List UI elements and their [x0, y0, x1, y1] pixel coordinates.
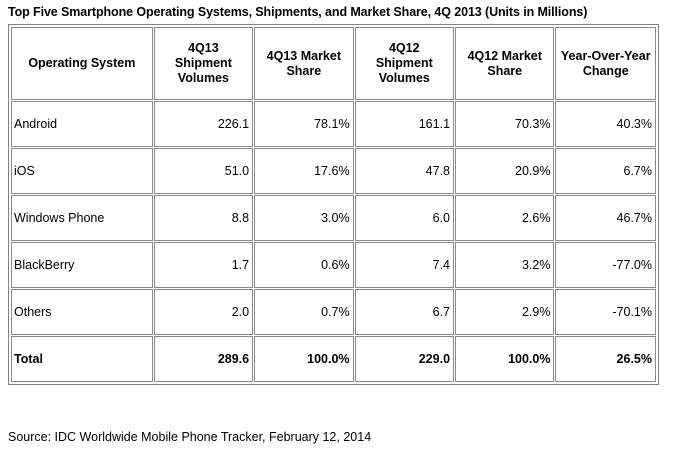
cell-4q12-shipment: 7.4 [354, 242, 455, 289]
header-4q13-market-share: 4Q13 Market Share [254, 27, 354, 101]
cell-operating-system: iOS [11, 148, 153, 195]
table-title: Top Five Smartphone Operating Systems, S… [8, 5, 588, 19]
header-4q13-shipment-volumes: 4Q13 Shipment Volumes [153, 27, 254, 101]
cell-total-yoy-change: 26.5% [555, 336, 656, 382]
cell-4q13-shipment: 2.0 [153, 289, 254, 335]
cell-total-4q13-shipment: 289.6 [153, 336, 254, 382]
table-row: Windows Phone 8.8 3.0% 6.0 2.6% 46.7% [11, 195, 656, 242]
table-row: Android 226.1 78.1% 161.1 70.3% 40.3% [11, 101, 656, 148]
table-header-row: Operating System 4Q13 Shipment Volumes 4… [11, 27, 656, 101]
cell-4q13-shipment: 8.8 [153, 195, 254, 242]
header-operating-system: Operating System [11, 27, 153, 101]
cell-operating-system: Android [11, 101, 153, 148]
cell-4q13-shipment: 51.0 [153, 148, 254, 195]
cell-4q13-shipment: 1.7 [153, 242, 254, 289]
cell-yoy-change: 40.3% [555, 101, 656, 148]
cell-4q12-share: 20.9% [455, 148, 555, 195]
cell-4q12-shipment: 6.7 [354, 289, 455, 335]
source-note: Source: IDC Worldwide Mobile Phone Track… [8, 430, 372, 444]
data-table-frame: Operating System 4Q13 Shipment Volumes 4… [8, 24, 659, 385]
cell-4q13-share: 0.6% [254, 242, 354, 289]
cell-4q12-shipment: 47.8 [354, 148, 455, 195]
table-row: iOS 51.0 17.6% 47.8 20.9% 6.7% [11, 148, 656, 195]
cell-operating-system: Windows Phone [11, 195, 153, 242]
cell-4q13-shipment: 226.1 [153, 101, 254, 148]
table-total-row: Total 289.6 100.0% 229.0 100.0% 26.5% [11, 336, 656, 382]
cell-4q13-share: 78.1% [254, 101, 354, 148]
header-4q12-shipment-volumes: 4Q12 Shipment Volumes [354, 27, 455, 101]
market-share-table: Operating System 4Q13 Shipment Volumes 4… [10, 26, 657, 383]
cell-operating-system: BlackBerry [11, 242, 153, 289]
cell-operating-system: Others [11, 289, 153, 335]
cell-4q12-share: 2.9% [455, 289, 555, 335]
cell-4q13-share: 0.7% [254, 289, 354, 335]
header-4q12-market-share: 4Q12 Market Share [455, 27, 555, 101]
cell-4q12-share: 2.6% [455, 195, 555, 242]
cell-yoy-change: -70.1% [555, 289, 656, 335]
cell-4q12-shipment: 6.0 [354, 195, 455, 242]
table-row: Others 2.0 0.7% 6.7 2.9% -70.1% [11, 289, 656, 335]
cell-4q13-share: 17.6% [254, 148, 354, 195]
cell-total-4q12-shipment: 229.0 [354, 336, 455, 382]
cell-total-4q12-share: 100.0% [455, 336, 555, 382]
cell-yoy-change: 6.7% [555, 148, 656, 195]
cell-yoy-change: 46.7% [555, 195, 656, 242]
cell-4q12-share: 70.3% [455, 101, 555, 148]
cell-yoy-change: -77.0% [555, 242, 656, 289]
cell-total-label: Total [11, 336, 153, 382]
table-row: BlackBerry 1.7 0.6% 7.4 3.2% -77.0% [11, 242, 656, 289]
cell-4q12-share: 3.2% [455, 242, 555, 289]
cell-4q12-shipment: 161.1 [354, 101, 455, 148]
cell-total-4q13-share: 100.0% [254, 336, 354, 382]
header-year-over-year-change: Year-Over-Year Change [555, 27, 656, 101]
cell-4q13-share: 3.0% [254, 195, 354, 242]
